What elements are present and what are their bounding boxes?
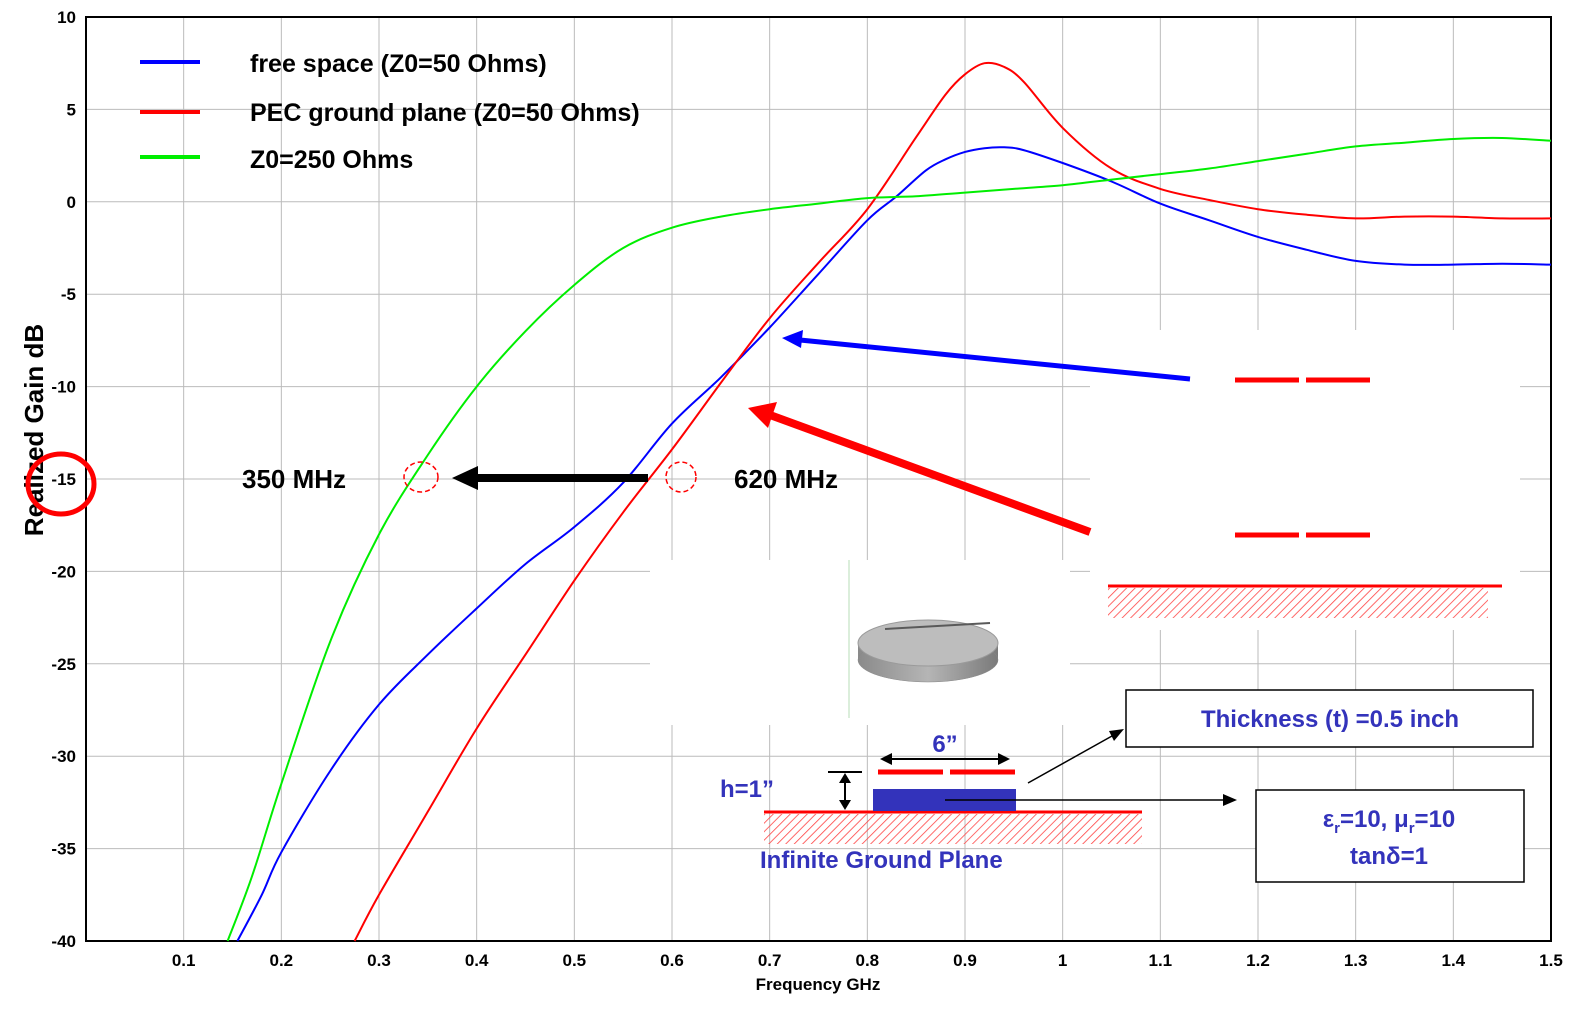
label-height: h=1” [720,776,774,803]
ground-hatch [764,814,1142,844]
pointer-arrow-red-head [748,402,777,428]
series-line-2 [226,136,1552,942]
label-material-props: εr=10, μr=10 [1323,806,1456,837]
legend-label-free-space: free space (Z0=50 Ohms) [250,50,547,78]
marker-620mhz [665,461,697,493]
label-350mhz: 350 MHz [242,464,346,494]
y-tick-label: 10 [57,8,76,27]
y-tick-label: -20 [51,562,76,581]
pointer-arrow-blue [799,337,1191,382]
x-tick-label: 1.2 [1246,951,1270,970]
x-axis-ticks: 0.1 0.2 0.3 0.4 0.5 0.6 0.7 0.8 0.9 1 1.1 1.2 1.3 1.4… [172,951,1563,970]
thickness-box [1125,689,1534,748]
plot-frame [85,16,1552,942]
x-tick-label: 1.4 [1442,951,1466,970]
cross-section-diagram [764,729,1237,844]
disc-illustration [857,619,999,683]
x-axis-title: Frequency GHz [756,975,881,994]
label-ground-plane: Infinite Ground Plane [760,847,1003,874]
y-tick-label: -30 [51,747,76,766]
series-line-0 [236,146,1552,942]
y-tick-label: 0 [67,193,76,212]
x-tick-label: 0.7 [758,951,782,970]
x-tick-label: 0.8 [856,951,880,970]
dipole-over-ground [1108,532,1502,618]
legend-label-z250: Z0=250 Ohms [250,146,413,174]
pointer-arrow-red [768,411,1092,536]
x-tick-label: 0.2 [270,951,294,970]
x-tick-label: 1.3 [1344,951,1368,970]
y-tick-label: -10 [51,378,76,397]
pointer-arrow-blue-head [782,330,803,348]
y-tick-label: -15 [51,470,76,489]
series-line-1 [353,61,1552,942]
x-tick-label: 1.5 [1539,951,1563,970]
x-tick-label: 0.5 [563,951,587,970]
x-tick-label: 1.1 [1149,951,1173,970]
y-tick-label: 5 [67,100,76,119]
x-tick-label: 1 [1058,951,1067,970]
x-tick-label: 0.4 [465,951,489,970]
highlight-minus15-tick [25,451,97,517]
x-tick-label: 0.3 [367,951,391,970]
y-tick-label: -25 [51,655,76,674]
label-620mhz: 620 MHz [734,464,838,494]
label-thickness: Thickness (t) =0.5 inch [1201,706,1459,733]
inset-panel-right [1090,330,1520,630]
shift-arrow-head [452,466,478,490]
legend: free space (Z0=50 Ohms) PEC ground plane… [140,50,640,174]
dielectric-slab [873,789,1016,811]
y-tick-label: -40 [51,932,76,951]
series-lines [226,61,1552,942]
label-width: 6” [932,731,957,758]
x-tick-label: 0.9 [953,951,977,970]
y-axis-ticks: 10 5 0 -5 -10 -15 -20 -25 -30 -35 -40 [51,8,76,951]
x-tick-label: 0.1 [172,951,196,970]
y-tick-label: -5 [61,285,76,304]
x-tick-label: 0.6 [660,951,684,970]
label-loss-tangent: tanδ=1 [1350,843,1428,870]
y-tick-label: -35 [51,840,76,859]
legend-label-pec: PEC ground plane (Z0=50 Ohms) [250,99,640,127]
material-box [1255,789,1525,883]
marker-350mhz [403,461,439,493]
